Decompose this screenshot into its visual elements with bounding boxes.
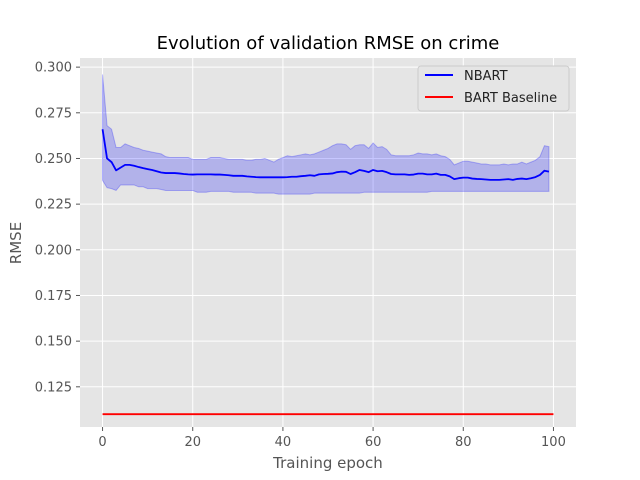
y-tick-label: 0.275 [35, 106, 72, 121]
y-tick-label: 0.250 [35, 152, 72, 167]
x-tick-label: 60 [365, 435, 382, 450]
plot-background [80, 58, 576, 427]
y-axis-label: RMSE [7, 222, 25, 264]
tick-layer: 0 20 40 60 80 100 0.125 0.150 0.175 0.200 0.225 0.2… [35, 61, 566, 450]
legend-box [417, 65, 570, 112]
y-tick-label: 0.200 [35, 243, 72, 258]
line-layer [101, 129, 554, 416]
band-layer [102, 74, 550, 195]
legend: NBART BART Baseline [417, 65, 570, 112]
x-tick-label: 20 [184, 435, 201, 450]
legend-label-bart-baseline: BART Baseline [464, 91, 557, 106]
x-tick-label: 40 [275, 435, 292, 450]
x-tick-label: 100 [541, 435, 566, 450]
y-tick-label: 0.125 [35, 380, 72, 395]
legend-label-nbart: NBART [464, 69, 508, 84]
y-tick-label: 0.225 [35, 198, 72, 213]
y-tick-label: 0.175 [35, 289, 72, 304]
nbart-band [102, 74, 550, 195]
x-tick-label: 0 [98, 435, 106, 450]
y-tick-label: 0.150 [35, 335, 72, 350]
x-axis-label: Training epoch [272, 454, 383, 472]
x-tick-label: 80 [455, 435, 472, 450]
nbart-line [101, 129, 550, 181]
chart-title: Evolution of validation RMSE on crime [157, 33, 500, 54]
y-tick-label: 0.300 [35, 61, 72, 76]
